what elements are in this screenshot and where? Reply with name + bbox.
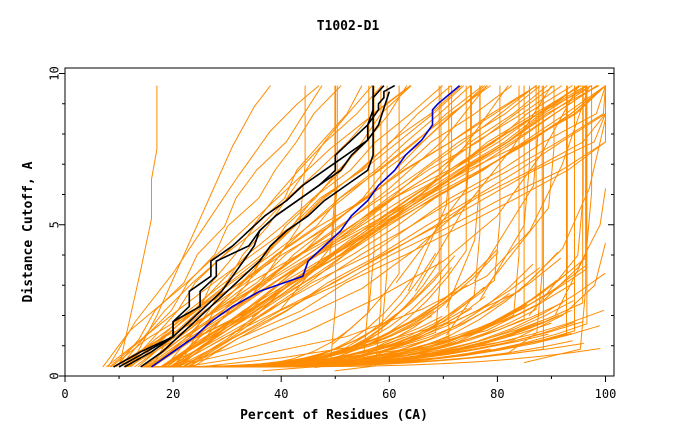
- orange-model-line: [450, 85, 520, 347]
- orange-model-line: [184, 85, 606, 368]
- x-axis-label: Percent of Residues (CA): [240, 408, 428, 423]
- orange-model-line: [172, 85, 579, 368]
- orange-model-line: [163, 85, 587, 368]
- orange-model-line: [248, 85, 306, 301]
- y-axis-label: Distance Cutoff, A: [21, 161, 36, 302]
- orange-model-line: [430, 85, 501, 329]
- orange-model-line: [109, 85, 411, 368]
- orange-model-lines: [102, 85, 606, 372]
- orange-model-line: [262, 85, 337, 372]
- orange-model-line: [202, 85, 400, 368]
- x-axis: 0 20 40 60 80 100: [61, 376, 616, 401]
- orange-model-line: [152, 85, 471, 368]
- orange-model-line: [481, 85, 555, 293]
- y-tick-label: 0: [48, 372, 62, 379]
- orange-model-line: [105, 85, 465, 368]
- orange-model-line: [166, 85, 488, 368]
- y-tick-label: 10: [48, 66, 62, 80]
- orange-model-line: [182, 85, 606, 368]
- highlighted-lines: [113, 84, 461, 368]
- orange-model-line: [177, 85, 580, 368]
- blue-series-line: [151, 84, 461, 368]
- orange-model-line: [200, 118, 606, 368]
- x-tick-label: 80: [490, 387, 504, 401]
- orange-model-line: [119, 85, 342, 368]
- orange-model-line: [127, 85, 580, 368]
- orange-model-line: [134, 85, 541, 368]
- orange-model-line: [186, 85, 606, 368]
- x-tick-label: 60: [382, 387, 396, 401]
- orange-model-line: [129, 85, 271, 368]
- orange-model-line: [162, 85, 509, 368]
- orange-model-line: [148, 85, 593, 368]
- orange-model-line: [193, 321, 575, 368]
- x-tick-label: 100: [595, 387, 617, 401]
- orange-model-line: [183, 85, 590, 368]
- black-series-line: [124, 91, 391, 368]
- orange-model-line: [115, 85, 323, 368]
- orange-model-line: [192, 85, 606, 368]
- chart-title: T1002-D1: [317, 19, 380, 34]
- orange-model-line: [213, 296, 486, 368]
- orange-model-line: [102, 85, 412, 368]
- orange-model-line: [173, 85, 606, 368]
- x-tick-label: 0: [61, 387, 68, 401]
- x-tick-label: 20: [166, 387, 180, 401]
- x-tick-label: 40: [274, 387, 288, 401]
- orange-model-line: [279, 85, 338, 312]
- orange-model-line: [237, 251, 559, 368]
- orange-model-line: [415, 85, 472, 292]
- orange-model-line: [377, 85, 442, 355]
- orange-model-line: [334, 85, 382, 372]
- orange-model-line: [160, 85, 598, 368]
- orange-model-line: [395, 85, 472, 284]
- orange-model-line: [118, 85, 537, 368]
- orange-model-line: [554, 85, 593, 315]
- black-series-line: [118, 85, 385, 368]
- orange-model-line: [110, 85, 538, 368]
- orange-model-line: [140, 85, 555, 368]
- y-tick-label: 5: [48, 221, 62, 228]
- orange-model-line: [187, 85, 606, 368]
- orange-model-line: [118, 85, 158, 368]
- y-axis: 0 5 10: [48, 66, 614, 380]
- orange-model-line: [176, 85, 606, 368]
- plot-frame: [64, 67, 615, 377]
- orange-model-line: [523, 85, 587, 364]
- orange-model-line: [171, 282, 575, 368]
- orange-model-line: [107, 85, 320, 368]
- orange-model-line: [123, 85, 443, 368]
- black-series-line: [140, 85, 374, 368]
- orange-model-line: [251, 85, 336, 318]
